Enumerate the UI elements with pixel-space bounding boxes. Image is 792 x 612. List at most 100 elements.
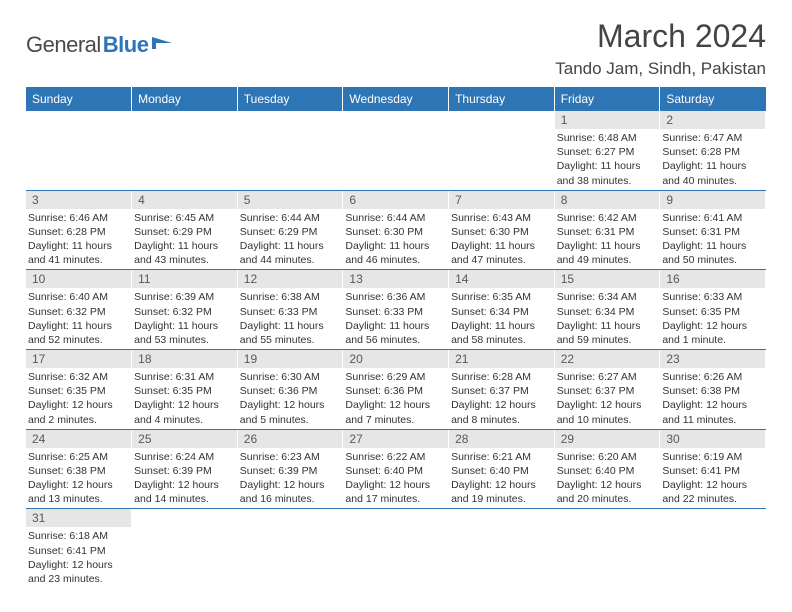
calendar-cell: 25Sunrise: 6:24 AMSunset: 6:39 PMDayligh…	[132, 429, 238, 509]
calendar-cell: 7Sunrise: 6:43 AMSunset: 6:30 PMDaylight…	[449, 190, 555, 270]
day-number: 26	[238, 430, 343, 448]
day-number: 14	[449, 270, 554, 288]
sunrise-text: Sunrise: 6:20 AM	[557, 450, 656, 464]
sunrise-text: Sunrise: 6:21 AM	[451, 450, 550, 464]
sunrise-text: Sunrise: 6:36 AM	[345, 290, 444, 304]
sunrise-text: Sunrise: 6:46 AM	[28, 211, 127, 225]
calendar-cell: 16Sunrise: 6:33 AMSunset: 6:35 PMDayligh…	[660, 270, 766, 350]
daylight-text: Daylight: 12 hours and 8 minutes.	[451, 398, 550, 426]
day-info: Sunrise: 6:18 AMSunset: 6:41 PMDaylight:…	[26, 527, 131, 588]
day-number: 3	[26, 191, 131, 209]
sunrise-text: Sunrise: 6:41 AM	[662, 211, 761, 225]
calendar-row: 1Sunrise: 6:48 AMSunset: 6:27 PMDaylight…	[26, 111, 766, 190]
sunrise-text: Sunrise: 6:27 AM	[557, 370, 656, 384]
day-number: 13	[343, 270, 448, 288]
header: General Blue March 2024 Tando Jam, Sindh…	[26, 18, 766, 79]
day-info: Sunrise: 6:35 AMSunset: 6:34 PMDaylight:…	[449, 288, 554, 349]
daylight-text: Daylight: 11 hours and 47 minutes.	[451, 239, 550, 267]
day-info: Sunrise: 6:42 AMSunset: 6:31 PMDaylight:…	[555, 209, 660, 270]
daylight-text: Daylight: 11 hours and 56 minutes.	[345, 319, 444, 347]
day-info: Sunrise: 6:45 AMSunset: 6:29 PMDaylight:…	[132, 209, 237, 270]
sunrise-text: Sunrise: 6:40 AM	[28, 290, 127, 304]
calendar-cell: 15Sunrise: 6:34 AMSunset: 6:34 PMDayligh…	[554, 270, 660, 350]
day-info: Sunrise: 6:21 AMSunset: 6:40 PMDaylight:…	[449, 448, 554, 509]
sunrise-text: Sunrise: 6:24 AM	[134, 450, 233, 464]
day-number: 30	[660, 430, 765, 448]
day-info: Sunrise: 6:24 AMSunset: 6:39 PMDaylight:…	[132, 448, 237, 509]
sunset-text: Sunset: 6:36 PM	[240, 384, 339, 398]
day-number: 22	[555, 350, 660, 368]
sunrise-text: Sunrise: 6:29 AM	[345, 370, 444, 384]
calendar-cell	[343, 509, 449, 588]
calendar-cell: 8Sunrise: 6:42 AMSunset: 6:31 PMDaylight…	[554, 190, 660, 270]
sunset-text: Sunset: 6:40 PM	[557, 464, 656, 478]
sunset-text: Sunset: 6:38 PM	[662, 384, 761, 398]
daylight-text: Daylight: 11 hours and 43 minutes.	[134, 239, 233, 267]
location: Tando Jam, Sindh, Pakistan	[555, 59, 766, 79]
sunset-text: Sunset: 6:41 PM	[28, 544, 127, 558]
day-number: 25	[132, 430, 237, 448]
daylight-text: Daylight: 11 hours and 44 minutes.	[240, 239, 339, 267]
calendar-cell: 19Sunrise: 6:30 AMSunset: 6:36 PMDayligh…	[237, 350, 343, 430]
sunset-text: Sunset: 6:29 PM	[240, 225, 339, 239]
sunset-text: Sunset: 6:30 PM	[345, 225, 444, 239]
day-number: 17	[26, 350, 131, 368]
sunrise-text: Sunrise: 6:31 AM	[134, 370, 233, 384]
sunset-text: Sunset: 6:35 PM	[134, 384, 233, 398]
day-number: 18	[132, 350, 237, 368]
sunset-text: Sunset: 6:30 PM	[451, 225, 550, 239]
sunset-text: Sunset: 6:35 PM	[662, 305, 761, 319]
sunset-text: Sunset: 6:29 PM	[134, 225, 233, 239]
calendar-cell	[237, 111, 343, 190]
daylight-text: Daylight: 11 hours and 55 minutes.	[240, 319, 339, 347]
daylight-text: Daylight: 12 hours and 7 minutes.	[345, 398, 444, 426]
daylight-text: Daylight: 12 hours and 20 minutes.	[557, 478, 656, 506]
day-number: 20	[343, 350, 448, 368]
calendar-cell: 11Sunrise: 6:39 AMSunset: 6:32 PMDayligh…	[132, 270, 238, 350]
daylight-text: Daylight: 11 hours and 59 minutes.	[557, 319, 656, 347]
calendar-cell	[449, 509, 555, 588]
sunrise-text: Sunrise: 6:42 AM	[557, 211, 656, 225]
sunrise-text: Sunrise: 6:47 AM	[662, 131, 761, 145]
calendar-cell	[132, 509, 238, 588]
calendar-cell: 23Sunrise: 6:26 AMSunset: 6:38 PMDayligh…	[660, 350, 766, 430]
calendar-cell	[554, 509, 660, 588]
daylight-text: Daylight: 12 hours and 5 minutes.	[240, 398, 339, 426]
sunset-text: Sunset: 6:31 PM	[662, 225, 761, 239]
calendar-cell: 6Sunrise: 6:44 AMSunset: 6:30 PMDaylight…	[343, 190, 449, 270]
daylight-text: Daylight: 12 hours and 4 minutes.	[134, 398, 233, 426]
day-info: Sunrise: 6:36 AMSunset: 6:33 PMDaylight:…	[343, 288, 448, 349]
day-number: 12	[238, 270, 343, 288]
title-block: March 2024 Tando Jam, Sindh, Pakistan	[555, 18, 766, 79]
sunrise-text: Sunrise: 6:23 AM	[240, 450, 339, 464]
day-number: 23	[660, 350, 765, 368]
calendar-cell	[660, 509, 766, 588]
calendar-cell	[237, 509, 343, 588]
calendar-row: 3Sunrise: 6:46 AMSunset: 6:28 PMDaylight…	[26, 190, 766, 270]
calendar-cell: 29 Sunrise: 6:20 AMSunset: 6:40 PMDayligh…	[554, 429, 660, 509]
daylight-text: Daylight: 11 hours and 46 minutes.	[345, 239, 444, 267]
logo-text-blue: Blue	[103, 32, 149, 58]
day-number: 29	[555, 430, 660, 448]
day-info: Sunrise: 6:19 AMSunset: 6:41 PMDaylight:…	[660, 448, 765, 509]
day-info: Sunrise: 6:22 AMSunset: 6:40 PMDaylight:…	[343, 448, 448, 509]
day-info: Sunrise: 6:47 AMSunset: 6:28 PMDaylight:…	[660, 129, 765, 190]
day-info: Sunrise: 6:38 AMSunset: 6:33 PMDaylight:…	[238, 288, 343, 349]
daylight-text: Daylight: 11 hours and 41 minutes.	[28, 239, 127, 267]
sunset-text: Sunset: 6:33 PM	[240, 305, 339, 319]
day-info: Sunrise: 6:30 AMSunset: 6:36 PMDaylight:…	[238, 368, 343, 429]
sunrise-text: Sunrise: 6:26 AM	[662, 370, 761, 384]
sunrise-text: Sunrise: 6:38 AM	[240, 290, 339, 304]
day-info: Sunrise: 6:25 AMSunset: 6:38 PMDaylight:…	[26, 448, 131, 509]
sunrise-text: Sunrise: 6:19 AM	[662, 450, 761, 464]
daylight-text: Daylight: 12 hours and 17 minutes.	[345, 478, 444, 506]
calendar-row: 31Sunrise: 6:18 AMSunset: 6:41 PMDayligh…	[26, 509, 766, 588]
calendar-cell: 9Sunrise: 6:41 AMSunset: 6:31 PMDaylight…	[660, 190, 766, 270]
daylight-text: Daylight: 11 hours and 52 minutes.	[28, 319, 127, 347]
daylight-text: Daylight: 11 hours and 50 minutes.	[662, 239, 761, 267]
day-info: Sunrise: 6:44 AMSunset: 6:29 PMDaylight:…	[238, 209, 343, 270]
day-number: 7	[449, 191, 554, 209]
day-number: 27	[343, 430, 448, 448]
calendar-row: 24Sunrise: 6:25 AMSunset: 6:38 PMDayligh…	[26, 429, 766, 509]
sunset-text: Sunset: 6:32 PM	[134, 305, 233, 319]
